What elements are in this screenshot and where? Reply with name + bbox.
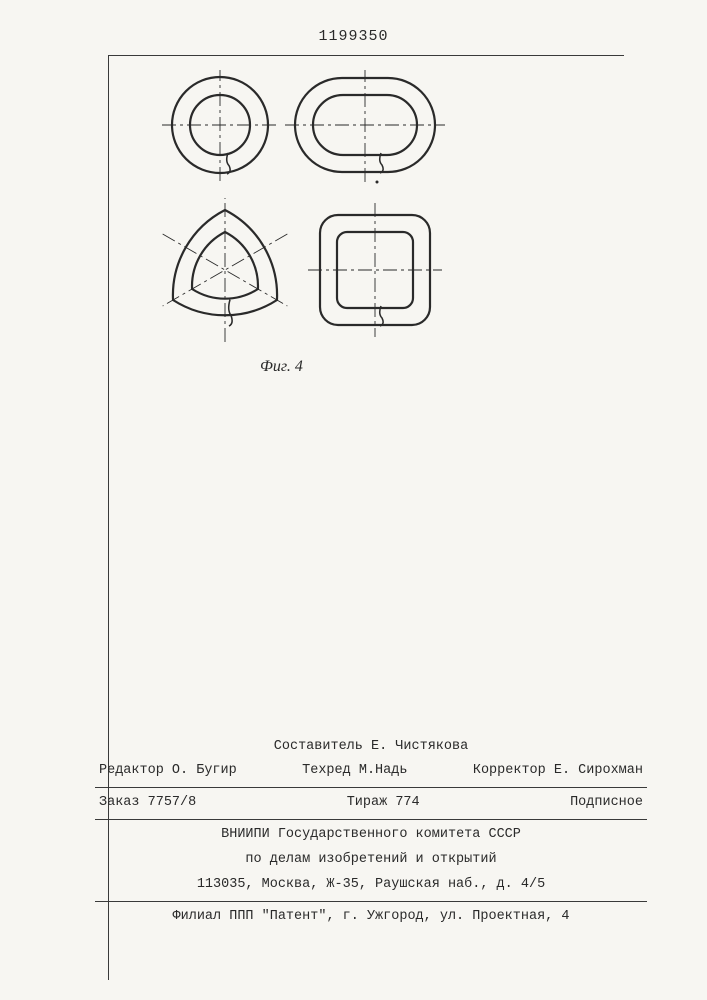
order-number: 7757/8 (148, 795, 197, 810)
techred-label: Техред (302, 763, 351, 778)
frame-border-top (108, 55, 624, 57)
editor-label: Редактор (99, 763, 164, 778)
corrector: Корректор Е. Сирохман (473, 761, 643, 782)
divider-3 (95, 901, 647, 902)
figure-caption: Фиг. 4 (260, 358, 303, 376)
divider-1 (95, 787, 647, 788)
address1: 113035, Москва, Ж-35, Раушская наб., д. … (95, 873, 647, 898)
figure-svg (150, 70, 470, 360)
org-line1: ВНИИПИ Государственного комитета СССР (95, 823, 647, 848)
compiler-line: Составитель Е. Чистякова (95, 735, 647, 760)
subscription: Подписное (570, 793, 643, 814)
techred-name: М.Надь (359, 763, 408, 778)
imprint-block: Составитель Е. Чистякова Редактор О. Буг… (95, 735, 647, 930)
print-info-row: Заказ 7757/8 Тираж 774 Подписное (95, 791, 647, 816)
org-line2: по делам изобретений и открытий (95, 848, 647, 873)
corrector-label: Корректор (473, 763, 546, 778)
techred: Техред М.Надь (302, 761, 407, 782)
editor: Редактор О. Бугир (99, 761, 237, 782)
credits-row: Редактор О. Бугир Техред М.Надь Корректо… (95, 759, 647, 784)
compiler-name: Е. Чистякова (371, 739, 468, 754)
figure-4 (150, 70, 470, 360)
divider-2 (95, 819, 647, 820)
circulation-number: 774 (395, 795, 419, 810)
compiler-label: Составитель (274, 739, 363, 754)
order: Заказ 7757/8 (99, 793, 196, 814)
editor-name: О. Бугир (172, 763, 237, 778)
order-label: Заказ (99, 795, 140, 810)
branch-line: Филиал ППП "Патент", г. Ужгород, ул. Про… (95, 905, 647, 930)
corrector-name: Е. Сирохман (554, 763, 643, 778)
document-number: 1199350 (0, 28, 707, 45)
circulation: Тираж 774 (347, 793, 420, 814)
circulation-label: Тираж (347, 795, 388, 810)
page: 1199350 Фиг. 4 Составитель Е. Чистякова … (0, 0, 707, 1000)
